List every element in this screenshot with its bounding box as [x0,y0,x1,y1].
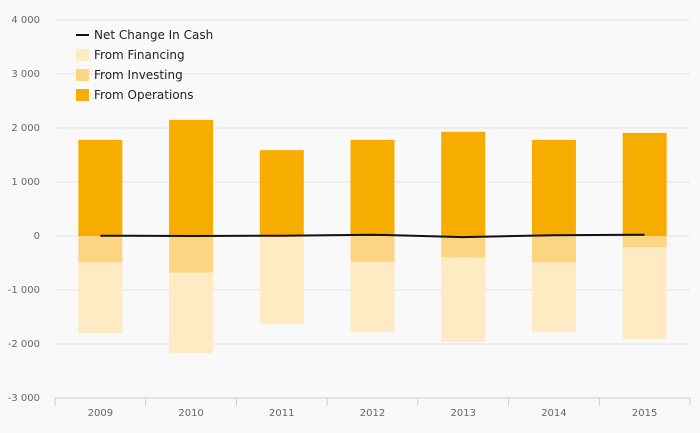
x-tick-label: 2012 [360,408,385,419]
legend-label: From Investing [94,68,183,82]
bar-from-financing-2015 [622,247,667,340]
net-change-line-layer [100,233,645,239]
bar-from-operations-2011 [259,150,304,236]
x-tick-label: 2010 [178,408,203,419]
bar-from-investing-2012 [350,236,395,262]
bar-from-operations-2015 [622,132,667,236]
bar-from-investing-2013 [441,236,486,258]
net-change-in-cash-line [100,233,645,239]
bar-from-financing-2009 [78,262,123,334]
x-tick-label: 2013 [450,408,475,419]
y-tick-label: 4 000 [11,15,40,26]
x-tick-label: 2015 [632,408,657,419]
y-axis: 4 000 3 000 2 000 1 000 0 -1 000 -2 000 -3 000 [8,15,40,404]
bar-from-operations-2012 [350,139,395,236]
bar-from-investing-2015 [622,236,667,248]
x-tick-label: 2011 [269,408,294,419]
legend-label: From Financing [94,48,185,62]
y-tick-label: -2 000 [8,339,40,350]
y-tick-label: -3 000 [8,393,40,404]
y-tick-label: 2 000 [11,123,40,134]
x-tick-label: 2009 [88,408,113,419]
bar-from-operations-2009 [78,139,123,236]
x-axis: 2009 2010 2011 2012 2013 2014 2015 [54,397,691,419]
y-tick-label: 3 000 [11,69,40,80]
bars-layer [78,119,667,354]
bar-from-operations-2014 [531,139,576,236]
y-tick-label: 1 000 [11,177,40,188]
y-tick-label: 0 [34,231,40,242]
legend-swatch [76,69,89,81]
legend-swatch [76,49,89,61]
y-tick-label: -1 000 [8,285,40,296]
bar-from-investing-2010 [169,236,214,273]
bar-from-financing-2010 [169,272,214,354]
bar-from-financing-2011 [259,236,304,324]
legend-label: From Operations [94,88,194,102]
bar-from-financing-2013 [441,257,486,342]
bar-from-financing-2014 [531,262,576,333]
bar-from-operations-2013 [441,131,486,236]
legend-label: Net Change In Cash [94,28,213,42]
bar-from-investing-2014 [531,236,576,263]
legend-swatch [76,89,89,101]
bar-from-operations-2010 [169,119,214,236]
bar-from-financing-2012 [350,261,395,333]
x-tick-label: 2014 [541,408,566,419]
bar-from-investing-2009 [78,236,123,263]
legend: Net Change In Cash From Financing From Inv… [76,28,213,102]
